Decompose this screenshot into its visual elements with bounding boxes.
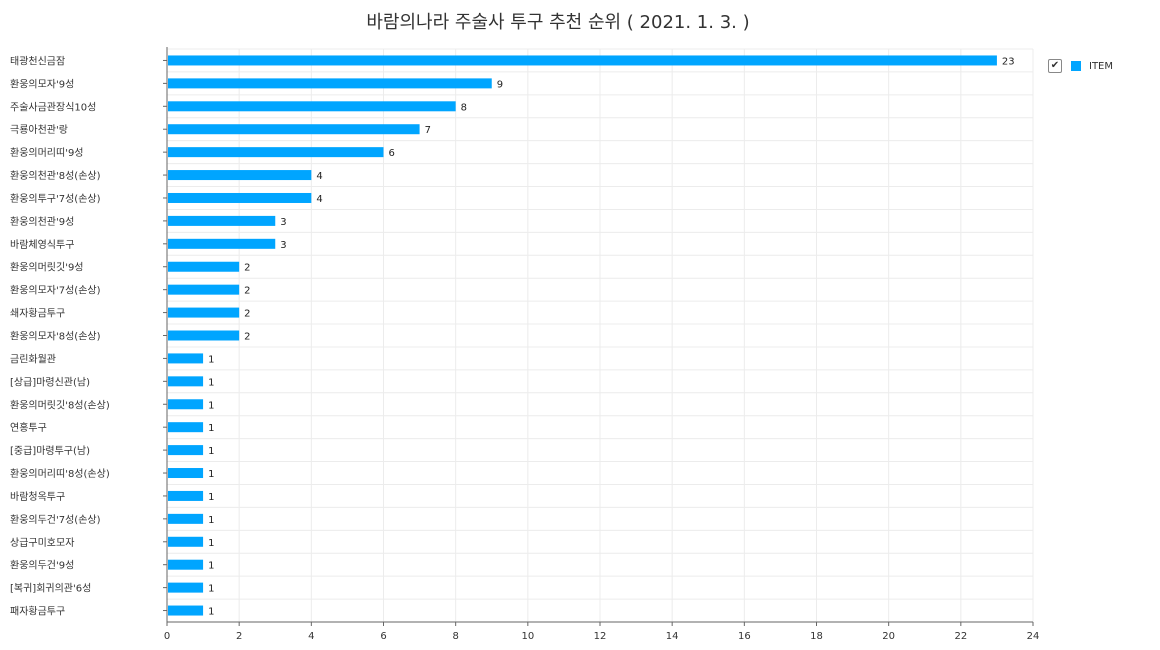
x-tick-label: 24 (1027, 631, 1040, 642)
x-tick-label: 4 (308, 631, 314, 642)
bar (168, 192, 312, 203)
category-label: [중급]마령투구(남) (10, 445, 90, 457)
bar (168, 605, 204, 616)
category-label: 환웅의두건'9성 (10, 560, 74, 572)
category-label: 환웅의머리띠'9성 (10, 147, 84, 159)
category-label: 환웅의두건'7성(손상) (10, 514, 101, 526)
bar (168, 215, 276, 226)
category-label: 쇄자황금투구 (10, 308, 65, 320)
category-label: 태광천신금잠 (10, 55, 65, 67)
data-label: 2 (244, 263, 250, 274)
bar (168, 559, 204, 570)
bar (168, 513, 204, 524)
data-label: 1 (208, 354, 214, 365)
bar (168, 170, 312, 181)
bar (168, 124, 420, 135)
category-label: 금린화월관 (10, 353, 56, 365)
data-label: 1 (208, 515, 214, 526)
data-label: 4 (316, 194, 322, 205)
category-label: 주술사금관장식10성 (10, 101, 96, 113)
legend-label: ITEM (1089, 60, 1114, 72)
category-label: 환웅의머릿깃'8성(손상) (10, 399, 110, 411)
data-label: 1 (208, 446, 214, 457)
category-label: 환웅의머리띠'8성(손상) (10, 468, 110, 480)
data-label: 1 (208, 492, 214, 503)
bar (168, 582, 204, 593)
bar (168, 376, 204, 387)
data-label: 3 (280, 217, 286, 228)
chart-title: 바람의나라 주술사 투구 추천 순위 ( 2021. 1. 3. ) (366, 12, 750, 33)
category-label: 패자황금투구 (10, 606, 65, 618)
data-label: 2 (244, 286, 250, 297)
x-tick-label: 22 (954, 631, 967, 642)
bar (168, 261, 240, 272)
data-label: 2 (244, 332, 250, 343)
data-label: 8 (461, 102, 467, 113)
category-label: 환웅의머릿깃'9성 (10, 262, 84, 274)
check-icon[interactable]: ✔ (1048, 59, 1062, 73)
bar (168, 78, 492, 89)
category-label: 환웅의투구'7성(손상) (10, 193, 101, 205)
data-label: 7 (425, 125, 431, 136)
category-label: 환웅의모자'8성(손상) (10, 331, 101, 343)
data-label: 1 (208, 538, 214, 549)
bar (168, 101, 456, 112)
x-tick-label: 6 (380, 631, 386, 642)
bar (168, 284, 240, 295)
data-label: 1 (208, 584, 214, 595)
category-label: 극룡아천관'랑 (10, 124, 68, 136)
bar (168, 445, 204, 456)
bar (168, 330, 240, 341)
category-label: [복귀]회귀의관'6성 (10, 583, 91, 595)
category-label: 상급구미호모자 (10, 537, 74, 549)
legend-swatch (1071, 61, 1081, 71)
data-label: 1 (208, 561, 214, 572)
category-label: 환웅의모자'7성(손상) (10, 285, 101, 297)
data-label: 9 (497, 79, 503, 90)
data-label: 3 (280, 240, 286, 251)
x-tick-label: 16 (738, 631, 751, 642)
bar (168, 490, 204, 501)
data-label: 6 (389, 148, 395, 159)
data-label: 4 (316, 171, 322, 182)
x-tick-label: 20 (882, 631, 895, 642)
x-tick-label: 2 (236, 631, 242, 642)
bar (168, 307, 240, 318)
x-tick-label: 14 (666, 631, 679, 642)
category-label: 환웅의천관'8성(손상) (10, 170, 101, 182)
data-label: 1 (208, 400, 214, 411)
category-label: 바람청옥투구 (10, 490, 65, 503)
data-label: 1 (208, 469, 214, 480)
bar (168, 147, 384, 158)
x-tick-label: 8 (452, 631, 458, 642)
data-label: 1 (208, 607, 214, 618)
data-label: 2 (244, 309, 250, 320)
x-tick-label: 10 (521, 631, 534, 642)
category-label: [상급]마령신관(남) (10, 376, 90, 388)
category-label: 환웅의천관'9성 (10, 216, 74, 228)
bar (168, 399, 204, 410)
data-label: 1 (208, 377, 214, 388)
category-label: 환웅의모자'9성 (10, 78, 74, 90)
bar (168, 468, 204, 479)
data-label: 1 (208, 423, 214, 434)
x-tick-label: 18 (810, 631, 823, 642)
data-label: 23 (1002, 56, 1015, 67)
category-label: 연홍투구 (10, 421, 47, 434)
x-tick-label: 12 (594, 631, 607, 642)
bar (168, 353, 204, 364)
category-label: 바람체영식투구 (10, 238, 74, 251)
bar (168, 55, 997, 66)
bar (168, 422, 204, 433)
bar (168, 536, 204, 547)
x-tick-label: 0 (164, 631, 170, 642)
legend[interactable]: ✔ ITEM (1048, 59, 1113, 73)
bar (168, 238, 276, 249)
